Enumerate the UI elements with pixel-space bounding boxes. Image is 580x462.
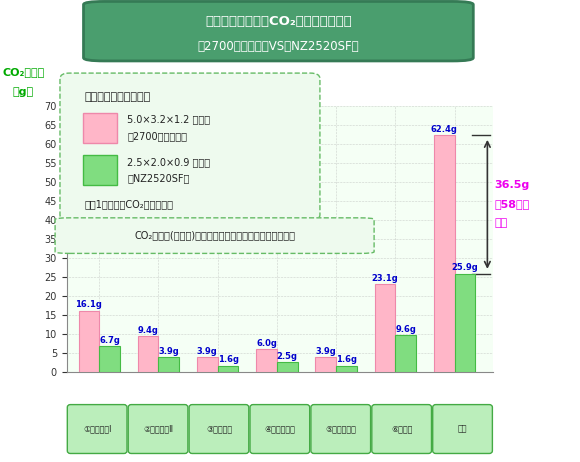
Text: 1.6g: 1.6g: [336, 355, 357, 365]
Bar: [138, 336, 158, 372]
Bar: [434, 135, 455, 372]
Bar: [375, 284, 396, 372]
Bar: [336, 366, 357, 372]
Bar: [396, 335, 416, 372]
Text: （g）: （g）: [13, 87, 34, 97]
Text: 3.9g: 3.9g: [158, 346, 179, 356]
Bar: [158, 357, 179, 372]
Text: 製品1個当りのCO₂排出量比較: 製品1個当りのCO₂排出量比較: [84, 199, 173, 209]
FancyBboxPatch shape: [60, 73, 320, 220]
FancyBboxPatch shape: [88, 158, 121, 188]
FancyBboxPatch shape: [433, 405, 492, 454]
Text: 3.9g: 3.9g: [316, 346, 336, 356]
Text: 6.0g: 6.0g: [256, 339, 277, 347]
Bar: [455, 274, 475, 372]
FancyBboxPatch shape: [189, 405, 249, 454]
Text: 6.7g: 6.7g: [99, 336, 120, 345]
Text: 削減: 削減: [495, 219, 508, 228]
FancyBboxPatch shape: [83, 113, 117, 143]
FancyBboxPatch shape: [67, 405, 127, 454]
Text: （58％）: （58％）: [495, 200, 530, 209]
Bar: [197, 357, 218, 372]
Text: ③接着硬化: ③接着硬化: [206, 424, 232, 433]
Bar: [277, 362, 298, 372]
Text: 合計: 合計: [458, 424, 467, 433]
Bar: [218, 366, 238, 372]
Bar: [78, 311, 99, 372]
Text: 製品製造におけるCO₂排出削減量比較: 製品製造におけるCO₂排出削減量比較: [205, 15, 352, 28]
Text: 9.6g: 9.6g: [395, 325, 416, 334]
FancyBboxPatch shape: [83, 155, 117, 185]
FancyBboxPatch shape: [311, 405, 371, 454]
Text: ①電極形成Ⅰ: ①電極形成Ⅰ: [83, 424, 111, 433]
Text: 9.4g: 9.4g: [137, 326, 158, 334]
Text: CO₂排出量(電力量)の多い工程をピックアップしています: CO₂排出量(電力量)の多い工程をピックアップしています: [134, 231, 295, 241]
Text: （NZ2520SF）: （NZ2520SF）: [128, 173, 190, 183]
FancyBboxPatch shape: [128, 405, 188, 454]
FancyBboxPatch shape: [250, 405, 310, 454]
Bar: [99, 346, 120, 372]
Text: 36.5g: 36.5g: [495, 180, 530, 190]
Text: （2700シリーズ）: （2700シリーズ）: [128, 131, 187, 141]
FancyBboxPatch shape: [372, 405, 432, 454]
Text: 2.5×2.0×0.9 サイズ: 2.5×2.0×0.9 サイズ: [128, 157, 211, 167]
FancyBboxPatch shape: [84, 1, 473, 61]
Text: （2700シリーズ　VS　NZ2520SF）: （2700シリーズ VS NZ2520SF）: [198, 40, 359, 53]
Bar: [256, 349, 277, 372]
Text: ⑤封止前加熱: ⑤封止前加熱: [325, 424, 356, 433]
Text: 3.9g: 3.9g: [197, 346, 218, 356]
Text: 1.6g: 1.6g: [218, 355, 238, 365]
Text: ⑥その他: ⑥その他: [391, 424, 412, 433]
Bar: [316, 357, 336, 372]
Text: 5.0×3.2×1.2 サイズ: 5.0×3.2×1.2 サイズ: [128, 115, 211, 124]
FancyBboxPatch shape: [55, 218, 374, 253]
Text: 25.9g: 25.9g: [451, 263, 478, 272]
Text: 23.1g: 23.1g: [372, 274, 398, 283]
Text: 16.1g: 16.1g: [75, 300, 102, 309]
Text: 62.4g: 62.4g: [431, 125, 458, 134]
FancyBboxPatch shape: [88, 116, 121, 146]
Text: 2.5g: 2.5g: [277, 352, 298, 361]
Text: クロック用水晶発振器: クロック用水晶発振器: [84, 92, 150, 102]
Text: CO₂排出量: CO₂排出量: [3, 67, 45, 77]
Text: ④周波数調整: ④周波数調整: [264, 424, 295, 433]
Text: ②電極形成Ⅱ: ②電極形成Ⅱ: [143, 424, 173, 433]
